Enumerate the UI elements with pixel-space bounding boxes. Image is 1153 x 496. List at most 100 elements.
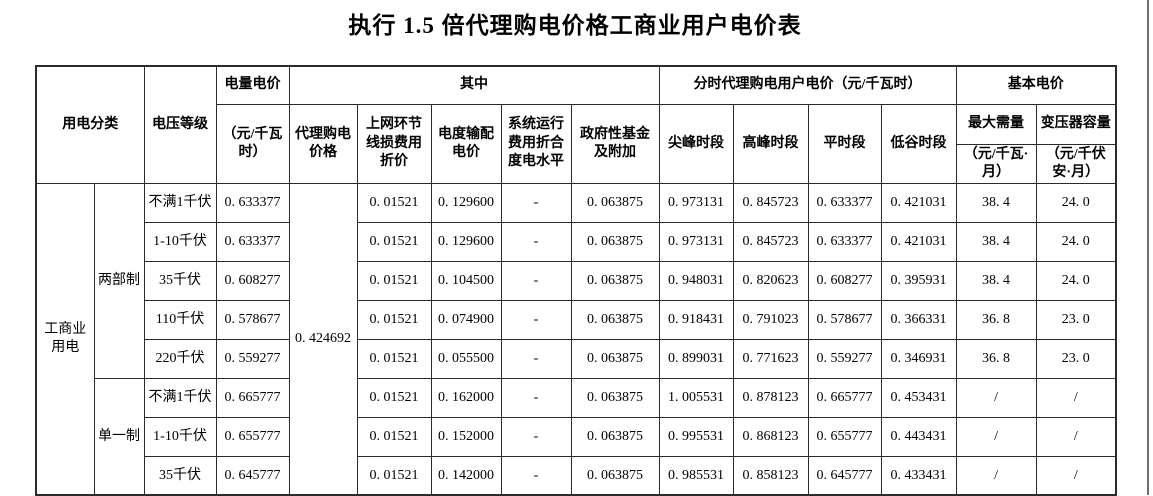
cell-sharp-peak: 0. 985531	[658, 455, 734, 496]
cell-system-ops: -	[500, 260, 572, 301]
cell-energy-price: 0. 608277	[215, 260, 290, 301]
cell-transmission: 0. 104500	[430, 260, 502, 301]
cell-gov-funds: 0. 063875	[570, 182, 660, 223]
page-title: 执行 1.5 倍代理购电价格工商业用户电价表	[348, 13, 802, 38]
cell-agency-purchase-price: 0. 424692	[288, 182, 358, 496]
cell-system-ops: -	[500, 338, 572, 379]
cell-grid-loss: 0. 01521	[356, 221, 432, 262]
cell-transformer-capacity: 24. 0	[1035, 260, 1117, 301]
cell-sharp-peak: 1. 005531	[658, 377, 734, 418]
cell-peak: 0. 820623	[732, 260, 809, 301]
header-valley: 低谷时段	[880, 103, 957, 184]
cell-voltage: 1-10千伏	[143, 221, 217, 262]
header-grid-loss: 上网环节线损费用折价	[356, 103, 432, 184]
cell-voltage: 35千伏	[143, 455, 217, 496]
cell-transformer-capacity: 23. 0	[1035, 338, 1117, 379]
cell-transmission: 0. 129600	[430, 221, 502, 262]
cell-voltage: 35千伏	[143, 260, 217, 301]
cell-peak: 0. 845723	[732, 221, 809, 262]
table-row: 单一制 不满1千伏 0. 665777 0. 01521 0. 162000-0. 06…	[36, 377, 1117, 496]
cell-sharp-peak: 0. 973131	[658, 182, 734, 223]
cell-usage-category: 工商业用电	[35, 182, 95, 496]
cell-max-demand: 38. 4	[955, 221, 1037, 262]
cell-voltage: 不满1千伏	[143, 182, 217, 223]
header-basic-price-group: 基本电价	[955, 65, 1117, 105]
header-tou-price-group: 分时代理购电用户电价（元/千瓦时）	[658, 65, 957, 105]
cell-valley: 0. 421031	[880, 221, 957, 262]
cell-peak: 0. 791023	[732, 299, 809, 340]
cell-gov-funds: 0. 063875	[570, 260, 660, 301]
cell-system-ops: -	[500, 182, 572, 223]
cell-max-demand: 38. 4	[955, 182, 1037, 223]
cell-grid-loss: 0. 01521	[356, 455, 432, 496]
cell-max-demand: 36. 8	[955, 338, 1037, 379]
cell-grid-loss: 0. 01521	[356, 416, 432, 457]
cell-peak: 0. 845723	[732, 182, 809, 223]
cell-transformer-capacity: /	[1035, 377, 1117, 418]
cell-peak: 0. 878123	[732, 377, 809, 418]
cell-energy-price: 0. 645777	[215, 455, 290, 496]
cell-voltage: 110千伏	[143, 299, 217, 340]
cell-system-ops: -	[500, 221, 572, 262]
table-row: 35千伏 0. 608277 0. 01521 0. 104500-0. 063875…	[36, 260, 1117, 301]
cell-pricing-system: 两部制	[93, 182, 145, 379]
cell-energy-price: 0. 578677	[215, 299, 290, 340]
cell-flat: 0. 655777	[807, 416, 882, 457]
cell-gov-funds: 0. 063875	[570, 377, 660, 418]
cell-transformer-capacity: /	[1035, 416, 1117, 457]
header-agency-price: 代理购电价格	[288, 103, 358, 184]
header-system-ops: 系统运行费用折合度电水平	[500, 103, 572, 184]
table-header: 用电分类 电压等级 电量电价 其中 分时代理购电用户电价（元/千瓦时） 基本电价…	[35, 65, 1117, 184]
table-row: 工商业用电 两部制 不满1千伏 0. 633377 0. 424692 0. 01521 0…	[35, 182, 1117, 496]
cell-transformer-capacity: 24. 0	[1035, 221, 1117, 262]
cell-gov-funds: 0. 063875	[570, 455, 660, 496]
cell-flat: 0. 578677	[807, 299, 882, 340]
header-voltage-level: 电压等级	[143, 65, 217, 184]
cell-grid-loss: 0. 01521	[356, 338, 432, 379]
cell-transformer-capacity: 23. 0	[1035, 299, 1117, 340]
cell-sharp-peak: 0. 918431	[658, 299, 734, 340]
cell-grid-loss: 0. 01521	[356, 377, 432, 418]
cell-peak: 0. 771623	[732, 338, 809, 379]
cell-transformer-capacity: 24. 0	[1035, 182, 1117, 223]
header-row-3: （元/千瓦·月） （元/千伏安·月）	[36, 143, 1117, 184]
header-flat: 平时段	[807, 103, 882, 184]
cell-sharp-peak: 0. 973131	[658, 221, 734, 262]
page-right-border	[1147, 0, 1149, 495]
cell-max-demand: /	[955, 416, 1037, 457]
cell-system-ops: -	[500, 416, 572, 457]
cell-pricing-system: 单一制	[93, 377, 145, 496]
cell-transmission: 0. 142000	[430, 455, 502, 496]
header-energy-price: 电量电价	[215, 65, 290, 105]
header-peak: 高峰时段	[732, 103, 809, 184]
price-table-body: 工商业用电 两部制 不满1千伏 0. 633377 0. 424692 0. 01521 0…	[35, 182, 1117, 496]
table-row: 35千伏 0. 645777 0. 01521 0. 142000-0. 063875…	[36, 455, 1117, 496]
cell-system-ops: -	[500, 377, 572, 418]
cell-flat: 0. 633377	[807, 221, 882, 262]
header-sharp-peak: 尖峰时段	[658, 103, 734, 184]
cell-grid-loss: 0. 01521	[356, 182, 432, 223]
header-energy-price-unit: （元/千瓦时）	[215, 103, 290, 184]
cell-gov-funds: 0. 063875	[570, 416, 660, 457]
header-row-2: （元/千瓦时） 代理购电价格 上网环节线损费用折价 电度输配电价 系统运行费用折…	[36, 103, 1117, 184]
price-table: 用电分类 电压等级 电量电价 其中 分时代理购电用户电价（元/千瓦时） 基本电价…	[35, 65, 1118, 496]
cell-flat: 0. 608277	[807, 260, 882, 301]
cell-valley: 0. 433431	[880, 455, 957, 496]
cell-sharp-peak: 0. 995531	[658, 416, 734, 457]
cell-peak: 0. 858123	[732, 455, 809, 496]
cell-grid-loss: 0. 01521	[356, 260, 432, 301]
cell-energy-price: 0. 559277	[215, 338, 290, 379]
header-transformer-capacity: 变压器容量	[1035, 103, 1117, 145]
cell-energy-price: 0. 633377	[215, 182, 290, 223]
cell-energy-price: 0. 665777	[215, 377, 290, 418]
header-usage-class: 用电分类	[35, 65, 145, 184]
cell-voltage: 220千伏	[143, 338, 217, 379]
cell-transmission: 0. 055500	[430, 338, 502, 379]
cell-valley: 0. 443431	[880, 416, 957, 457]
cell-system-ops: -	[500, 455, 572, 496]
header-max-demand: 最大需量	[955, 103, 1037, 145]
cell-valley: 0. 366331	[880, 299, 957, 340]
cell-valley: 0. 346931	[880, 338, 957, 379]
cell-flat: 0. 645777	[807, 455, 882, 496]
cell-transmission: 0. 152000	[430, 416, 502, 457]
